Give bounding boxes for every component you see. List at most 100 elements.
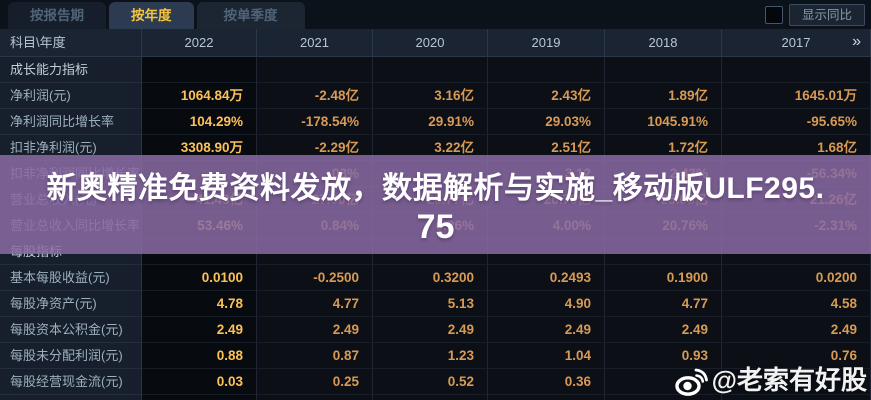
cell-2021: 0.87 [257,343,373,369]
cell-2018: 25.68亿 [605,187,722,213]
tab-single-quarter[interactable]: 按单季度 [196,2,305,29]
cell-2022: 0.0100 [142,265,257,291]
cell-2021: -2.48亿 [257,83,373,109]
cell-2017: 1645.01万 [722,83,871,109]
cell-2017 [722,369,871,395]
cell-2020: 3.16亿 [373,83,488,109]
cell-2017: 0.0200 [722,265,871,291]
yoy-toggle-button[interactable]: 显示同比 [788,4,865,26]
cell-2021 [257,57,373,83]
cell-2020: 1.23 [373,343,488,369]
cell-2019: 2.43亿 [488,83,605,109]
yoy-checkbox[interactable] [764,6,783,24]
cell-2021: 0.25 [257,369,373,395]
cell-2019: 0.2493 [488,265,605,291]
cell-2017 [722,57,871,83]
cell-2020 [373,57,488,83]
table-row: 营业总收入同比增长率 53.46% 0.84% 0.26% 4.00% 20.76% -2.… [0,213,871,239]
tab-bar: 按报告期 按年度 按单季度 显示同比 [0,0,871,29]
cell-2019: 0.36 [488,369,605,395]
cell-2017: 0.76 [722,343,871,369]
cell-2017: 4.58 [722,291,871,317]
cell-2017: 1.68亿 [722,135,871,161]
cell-2022: 53.46% [142,213,257,239]
cell-2018: 1045.91% [605,109,722,135]
cell-2019: 2.49 [488,317,605,343]
table-row: 净利润同比增长率 104.29% -178.54% 29.91% 29.03% 1045.… [0,109,871,135]
table-row: 净利润(元) 1064.84万 -2.48亿 3.16亿 2.43亿 1.89亿 1645.… [0,83,871,109]
column-header-2017-label: 2017 [781,35,811,50]
cell-2017: 2.49 [722,317,871,343]
cell-2022: 41.43亿 [142,187,257,213]
table-row: 营业总收入(元) 41.43亿 27.00亿 26.77亿 26.70亿 25.68亿 21… [0,187,871,213]
table-row: 每股未分配利润(元) 0.88 0.87 1.23 1.04 0.93 0.76 [0,343,871,369]
cell-2020: 26.77亿 [373,187,488,213]
table-row: 基本每股收益(元) 0.0100 -0.2500 0.3200 0.2493 0.1900… [0,265,871,291]
cell-2018: 1.89亿 [605,83,722,109]
row-label: 每股经营现金流(元) [0,369,142,395]
yoy-control: 显示同比 [764,4,865,26]
tab-annual[interactable]: 按年度 [109,2,194,29]
cell-2018: 2.49 [605,317,722,343]
table-row: 扣非净利润同比增长率 03% 3.12 2.43% -56.34% [0,161,871,187]
cell-2018: 0.1900 [605,265,722,291]
cell-2019 [488,57,605,83]
cell-2020: 2.49 [373,317,488,343]
cell-2020: 0.52 [373,369,488,395]
section-row: 每股指标 [0,239,871,265]
cell-2018: 4.77 [605,291,722,317]
cell-2019: 3.12 [488,161,605,187]
row-label: 每股未分配利润(元) [0,343,142,369]
cell-2020: 3.22亿 [373,135,488,161]
cell-2017: -2.31% [722,213,871,239]
table-row: 每股净资产(元) 4.78 4.77 5.13 4.90 4.77 4.58 [0,291,871,317]
cell-2021 [257,239,373,265]
row-label: 每股净资产(元) [0,291,142,317]
column-header-2019: 2019 [488,29,605,56]
cell-2018: 0.93 [605,343,722,369]
row-label: 扣非净利润同比增长率 [0,161,142,187]
column-header-2022: 2022 [142,29,257,56]
more-columns-icon[interactable]: » [852,33,861,50]
cell-2022: 1064.84万 [142,83,257,109]
cell-2021: 0.84% [257,213,373,239]
cell-2020 [373,161,488,187]
watermark-handle: @老索有好股 [711,364,867,395]
cutoff-row [0,395,871,400]
cell-2022: 3308.90万 [142,135,257,161]
cell-2019: 26.70亿 [488,187,605,213]
cell-2019: 4.90 [488,291,605,317]
row-label: 扣非净利润(元) [0,135,142,161]
cell-2017 [722,239,871,265]
cell-2018: 20.76% [605,213,722,239]
cell-2018 [605,239,722,265]
cell-2018 [605,57,722,83]
table-row: 每股经营现金流(元) 0.03 0.25 0.52 0.36 [0,369,871,395]
cell-2021: 4.77 [257,291,373,317]
corner-header: 科目\年度 [0,29,142,56]
cell-2019: 1.04 [488,343,605,369]
row-label: 成长能力指标 [0,57,142,83]
cell-2020: 0.3200 [373,265,488,291]
cell-2021: 03% [257,161,373,187]
cell-2022: 4.78 [142,291,257,317]
row-label: 净利润(元) [0,83,142,109]
cell-2021: 27.00亿 [257,187,373,213]
table-row: 扣非净利润(元) 3308.90万 -2.29亿 3.22亿 2.51亿 1.72亿 1.6… [0,135,871,161]
column-header-2021: 2021 [257,29,373,56]
row-label: 每股指标 [0,239,142,265]
table-body: 成长能力指标 净利润(元) 1064.84万 -2.48亿 3.16亿 2.43亿 1.89… [0,57,871,395]
watermark: @老索有好股 [674,359,867,397]
cell-2021: -178.54% [257,109,373,135]
tab-report-period[interactable]: 按报告期 [8,2,106,29]
column-header-2017: 2017 » [722,29,871,56]
cell-2019 [488,239,605,265]
cell-2017: 21.26亿 [722,187,871,213]
cell-2022: 2.49 [142,317,257,343]
cell-2020: 29.91% [373,109,488,135]
cell-2019: 29.03% [488,109,605,135]
cell-2019: 4.00% [488,213,605,239]
cell-2021: 2.49 [257,317,373,343]
cell-2017: -95.65% [722,109,871,135]
